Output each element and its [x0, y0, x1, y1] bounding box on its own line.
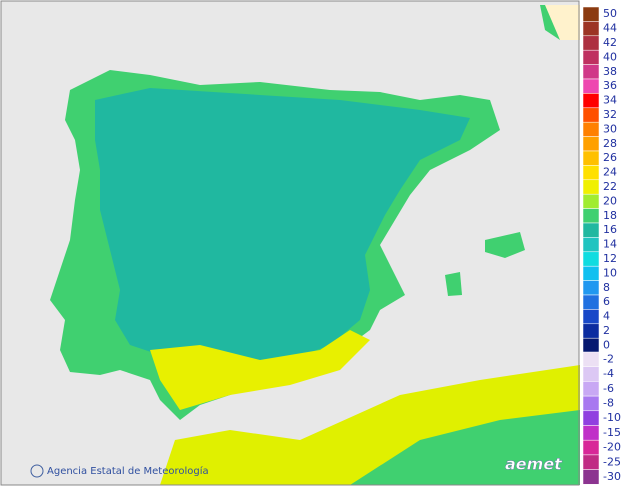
legend-swatch	[582, 35, 600, 51]
legend-label: 8	[603, 281, 610, 294]
legend-swatch	[582, 150, 600, 166]
legend-label: 36	[603, 79, 617, 92]
legend-label: -4	[603, 367, 614, 380]
legend-swatch	[582, 309, 600, 325]
legend-swatch	[582, 410, 600, 426]
south-warm	[150, 330, 370, 410]
atlas	[350, 410, 580, 485]
outside-area	[545, 5, 580, 40]
ibiza	[445, 272, 462, 296]
legend-swatch	[582, 222, 600, 238]
legend-swatch	[582, 395, 600, 412]
legend-label: 14	[603, 238, 617, 251]
legend-label: 30	[603, 122, 617, 135]
legend-label: -30	[603, 470, 621, 483]
legend-label: 6	[603, 295, 610, 308]
legend-label: 10	[603, 266, 617, 279]
legend-label: -10	[603, 411, 621, 424]
legend-swatch	[582, 337, 600, 353]
legend-label: -8	[603, 396, 614, 409]
legend-label: -20	[603, 441, 621, 454]
legend-label: -25	[603, 455, 621, 468]
legend-swatch	[582, 179, 600, 195]
legend-label: 44	[603, 22, 617, 35]
legend-swatch	[582, 280, 600, 296]
legend-swatch	[582, 294, 600, 310]
legend-label: 12	[603, 252, 617, 265]
legend-label: 34	[603, 94, 617, 107]
aemet-logo: aemet	[505, 455, 563, 474]
legend-swatch	[582, 351, 600, 367]
legend-label: 42	[603, 36, 617, 49]
legend-swatch	[582, 323, 600, 339]
legend-swatch	[582, 136, 600, 152]
legend-label: 22	[603, 180, 617, 193]
agency-name: Agencia Estatal de Meteorología	[47, 465, 209, 477]
legend-swatch	[582, 193, 600, 209]
map-frame	[0, 0, 580, 486]
legend-label: 2	[603, 324, 610, 337]
legend-swatch	[582, 78, 600, 94]
legend-label: 50	[603, 7, 617, 20]
legend-label: 26	[603, 151, 617, 164]
legend-swatch	[582, 107, 600, 123]
legend-label: 40	[603, 50, 617, 63]
legend-label: -2	[603, 352, 614, 365]
legend-swatch	[582, 121, 600, 137]
legend-swatch	[582, 208, 600, 224]
iberia-interior	[95, 88, 470, 370]
legend-swatch	[582, 425, 600, 441]
legend-swatch	[582, 251, 600, 267]
legend-swatch	[582, 469, 600, 485]
legend-label: 16	[603, 223, 617, 236]
legend-label: 24	[603, 166, 617, 179]
legend-swatch	[582, 265, 600, 281]
legend-swatch	[582, 237, 600, 253]
legend-label: 4	[603, 310, 610, 323]
legend-label: -6	[603, 382, 614, 395]
legend-label: 20	[603, 194, 617, 207]
legend-swatch	[582, 439, 600, 456]
legend-swatch	[582, 93, 600, 109]
legend-label: 32	[603, 108, 617, 121]
legend-swatch	[582, 64, 600, 80]
agency-logo	[30, 464, 44, 478]
legend-label: 0	[603, 338, 610, 351]
legend-swatch	[582, 366, 600, 382]
legend-swatch	[582, 49, 600, 65]
legend-swatch	[582, 6, 600, 22]
legend-label: -15	[603, 426, 621, 439]
legend-swatch	[582, 165, 600, 181]
legend-label: 38	[603, 65, 617, 78]
legend-swatch	[582, 381, 600, 397]
legend-label: 28	[603, 137, 617, 150]
legend-label: 18	[603, 209, 617, 222]
legend-swatch	[582, 21, 600, 37]
legend-swatch	[582, 454, 600, 470]
balearics	[485, 232, 525, 258]
